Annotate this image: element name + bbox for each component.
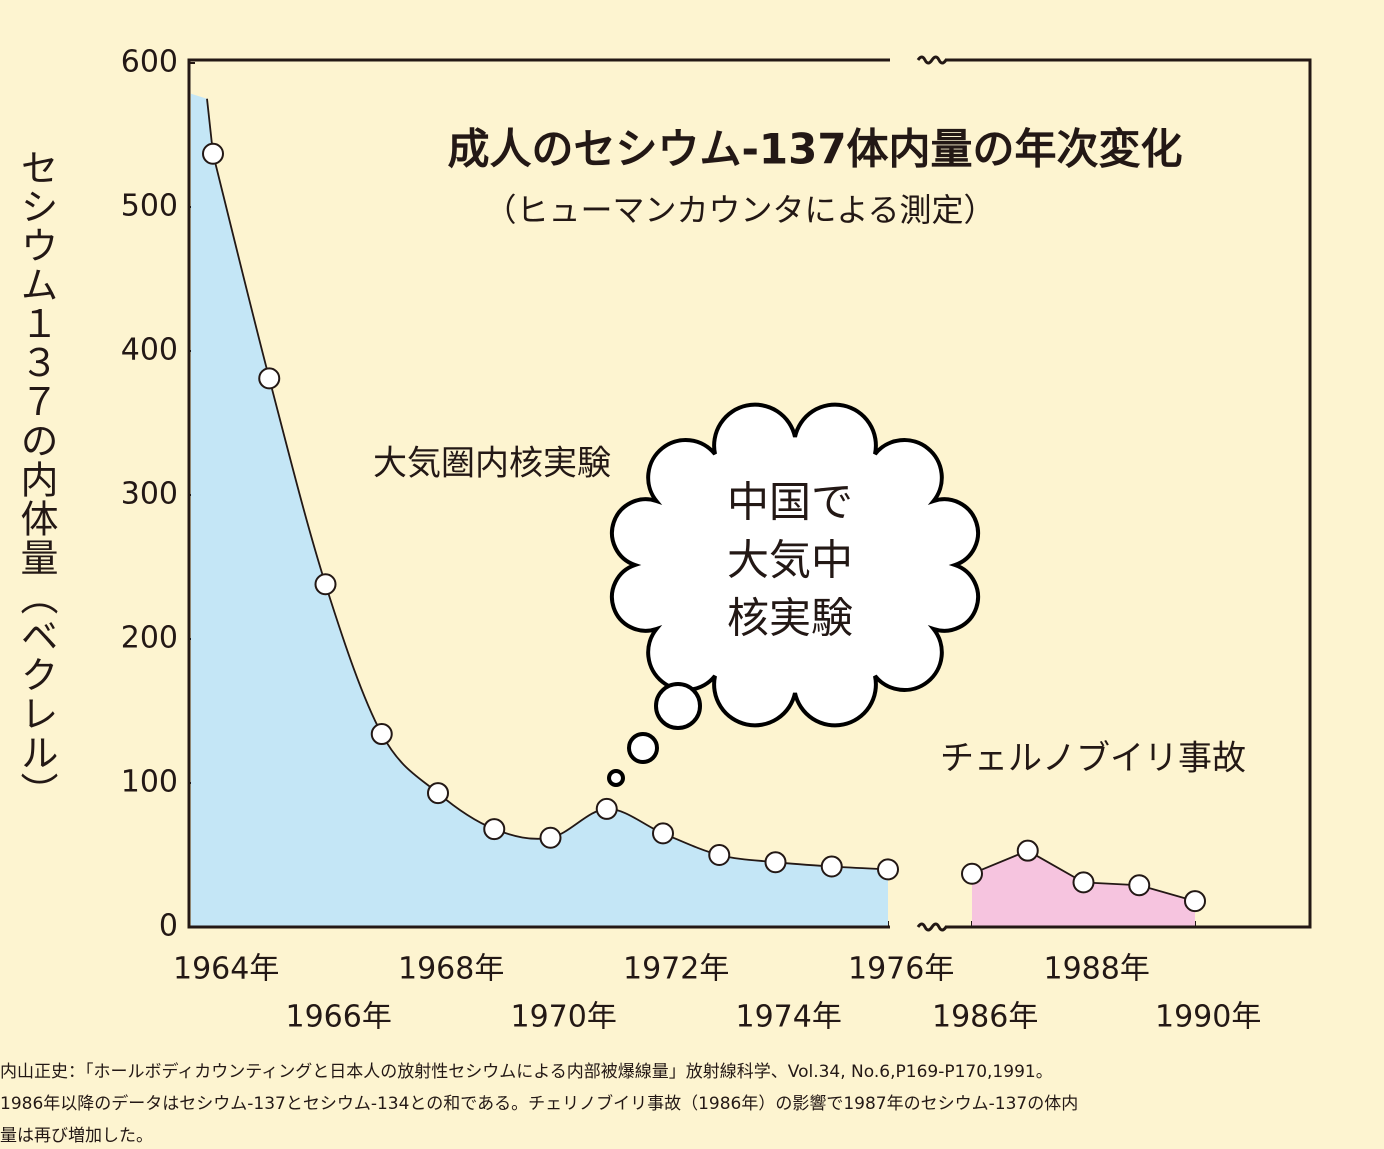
x-tick-label: 1966年 bbox=[286, 1000, 392, 1035]
annotation: 大気中 bbox=[727, 536, 853, 585]
thought-bubble bbox=[609, 771, 623, 785]
x-tick-label: 1990年 bbox=[1155, 1000, 1261, 1035]
annotation: 中国で bbox=[727, 478, 853, 527]
thought-bubble bbox=[629, 734, 657, 762]
point bbox=[766, 852, 786, 872]
x-tick-label: 1976年 bbox=[848, 952, 954, 987]
annotation: 核実験 bbox=[727, 594, 853, 643]
y-tick-label: 100 bbox=[121, 765, 178, 800]
point bbox=[597, 799, 617, 819]
page: セシウム１３７の内体量（ベクレル） 成人のセシウム-137体内量の年次変化 （ヒ… bbox=[0, 0, 1384, 1149]
point bbox=[1074, 872, 1094, 892]
annotation: 大気圏内核実験 bbox=[373, 444, 611, 484]
y-tick-label: 200 bbox=[121, 621, 178, 656]
annotation: チェルノブイリ事故 bbox=[940, 739, 1246, 779]
point bbox=[653, 823, 673, 843]
thought-bubble bbox=[656, 684, 700, 728]
point bbox=[962, 864, 982, 884]
point bbox=[1129, 875, 1149, 895]
x-tick-label: 1964年 bbox=[173, 952, 279, 987]
point bbox=[316, 574, 336, 594]
x-tick-label: 1970年 bbox=[511, 1000, 617, 1035]
y-tick-label: 600 bbox=[121, 45, 178, 80]
chart: 成人のセシウム-137体内量の年次変化 （ヒューマンカウンタによる測定） 大気圏… bbox=[0, 0, 1384, 1149]
point bbox=[709, 845, 729, 865]
x-tick-label: 1968年 bbox=[398, 952, 504, 987]
footnote: 量は再び増加した。 bbox=[0, 1126, 153, 1146]
point bbox=[203, 144, 223, 164]
y-tick-label: 0 bbox=[159, 909, 178, 944]
point bbox=[1018, 841, 1038, 861]
point bbox=[822, 857, 842, 877]
x-tick-label: 1974年 bbox=[736, 1000, 842, 1035]
y-tick-label: 400 bbox=[121, 333, 178, 368]
x-tick-label: 1988年 bbox=[1044, 952, 1150, 987]
point bbox=[878, 859, 898, 879]
point bbox=[484, 819, 504, 839]
point bbox=[259, 368, 279, 388]
point bbox=[372, 724, 392, 744]
point bbox=[428, 783, 448, 803]
footnote: 1986年以降のデータはセシウム-137とセシウム-134との和である。チェリノ… bbox=[0, 1093, 1078, 1114]
x-tick-label: 1986年 bbox=[932, 1000, 1038, 1035]
y-tick-label: 500 bbox=[121, 189, 178, 224]
footnote: 内山正史：「ホールボディカウンティングと日本人の放射性セシウムによる内部被爆線量… bbox=[0, 1061, 1053, 1082]
point bbox=[1185, 891, 1205, 911]
x-tick-label: 1972年 bbox=[623, 952, 729, 987]
y-tick-label: 300 bbox=[121, 477, 178, 512]
chart-subtitle: （ヒューマンカウンタによる測定） bbox=[484, 191, 995, 229]
chart-title: 成人のセシウム-137体内量の年次変化 bbox=[447, 125, 1182, 174]
point bbox=[541, 828, 561, 848]
